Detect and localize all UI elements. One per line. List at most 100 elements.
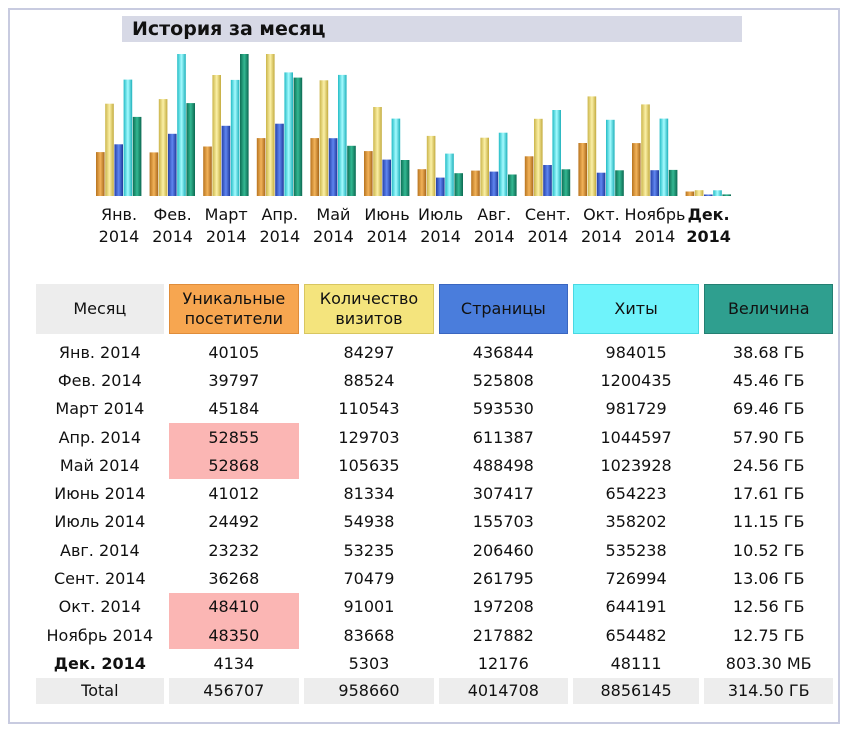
cell-hits: 358202 bbox=[605, 512, 667, 532]
x-tick-label: 2014 bbox=[581, 227, 622, 246]
bar-4-7 bbox=[508, 174, 517, 196]
cell-month: Янв. 2014 bbox=[58, 342, 141, 362]
cell-month: Фев. 2014 bbox=[57, 370, 142, 390]
bar-2-4 bbox=[328, 138, 338, 196]
cell-hits: 981729 bbox=[605, 399, 667, 419]
table-total-row: Total 456707 958660 4014708 8856145 314.… bbox=[36, 677, 833, 704]
cell-visits: 53235 bbox=[343, 540, 395, 560]
bar-0-10 bbox=[632, 143, 641, 196]
cell-pages: 206460 bbox=[472, 540, 534, 560]
total-bandwidth: 314.50 ГБ bbox=[704, 677, 833, 704]
cell-pages: 525808 bbox=[472, 370, 534, 390]
cell-pages: 217882 bbox=[472, 625, 534, 645]
table-row: Июнь 2014 41012 81334 307417 654223 17.61 ГБ bbox=[36, 479, 833, 507]
table-row: Авг. 2014 23232 53235 206460 535238 10.52 ГБ bbox=[36, 536, 833, 564]
bar-3-7 bbox=[498, 132, 508, 196]
cell-pages: 261795 bbox=[472, 569, 534, 589]
bar-0-4 bbox=[310, 138, 319, 196]
bar-1-3 bbox=[266, 54, 275, 196]
cell-hits: 654223 bbox=[605, 484, 667, 504]
cell-hits: 535238 bbox=[605, 540, 667, 560]
cell-bandwidth: 12.75 ГБ bbox=[732, 625, 805, 645]
x-tick-label: 2014 bbox=[635, 227, 676, 246]
x-tick-label: 2014 bbox=[99, 227, 140, 246]
bar-1-9 bbox=[587, 96, 597, 196]
cell-visits: 81334 bbox=[343, 484, 395, 504]
bar-2-2 bbox=[221, 125, 231, 196]
x-tick-label: 2014 bbox=[152, 227, 193, 246]
cell-month: Март 2014 bbox=[55, 399, 145, 419]
cell-bandwidth: 10.52 ГБ bbox=[732, 540, 805, 560]
bar-0-0 bbox=[96, 152, 105, 196]
cell-hits: 48111 bbox=[610, 653, 662, 673]
monthly-stats-table: Месяц Уникальные посетители Количество в… bbox=[31, 284, 838, 704]
bar-0-7 bbox=[471, 170, 480, 196]
total-visitors: 456707 bbox=[168, 677, 299, 704]
bar-2-7 bbox=[489, 171, 499, 196]
cell-visits: 110543 bbox=[338, 399, 400, 419]
cell-visitors: 48410 bbox=[168, 592, 299, 621]
bar-3-3 bbox=[284, 72, 293, 196]
cell-visitors: 52855 bbox=[168, 422, 299, 452]
table-row: Ноябрь 2014 48350 83668 217882 654482 12.75 Г… bbox=[36, 620, 833, 650]
bar-4-6 bbox=[454, 173, 463, 196]
table-row: Март 2014 45184 110543 593530 981729 69.46 ГБ bbox=[36, 395, 833, 423]
bar-1-11 bbox=[694, 190, 704, 196]
bar-2-6 bbox=[436, 177, 445, 196]
cell-hits: 1044597 bbox=[600, 427, 672, 447]
bar-2-5 bbox=[382, 159, 391, 196]
x-tick-label: Май bbox=[316, 205, 350, 224]
bar-3-6 bbox=[445, 153, 454, 196]
table-row: Апр. 2014 52855 129703 611387 1044597 57.90 Г… bbox=[36, 422, 833, 452]
cell-visits: 91001 bbox=[343, 597, 395, 617]
bar-4-4 bbox=[347, 145, 356, 196]
total-hits: 8856145 bbox=[572, 677, 700, 704]
bar-3-1 bbox=[177, 54, 186, 196]
cell-hits: 726994 bbox=[605, 569, 667, 589]
bar-4-9 bbox=[615, 170, 624, 196]
header-pages: Страницы bbox=[438, 284, 568, 334]
stats-table-wrapper: Месяц Уникальные посетители Количество в… bbox=[36, 284, 838, 704]
bar-1-1 bbox=[158, 99, 168, 196]
x-tick-label: Март bbox=[205, 205, 248, 224]
x-tick-label: 2014 bbox=[474, 227, 515, 246]
x-tick-label: Июль bbox=[418, 205, 463, 224]
bar-1-2 bbox=[212, 75, 221, 196]
header-bandwidth: Величина bbox=[704, 284, 833, 334]
cell-visits: 5303 bbox=[348, 653, 390, 673]
bar-3-11 bbox=[713, 190, 722, 196]
x-tick-label: Дек. bbox=[688, 205, 730, 224]
bar-0-9 bbox=[578, 143, 587, 196]
cell-pages: 436844 bbox=[472, 342, 534, 362]
bar-0-8 bbox=[524, 156, 534, 196]
table-row: Сент. 2014 36268 70479 261795 726994 13.06 ГБ bbox=[36, 564, 833, 592]
header-unique-visitors: Уникальные посетители bbox=[168, 284, 299, 334]
bar-1-7 bbox=[480, 137, 489, 196]
x-tick-label: 2014 bbox=[686, 227, 731, 246]
cell-pages: 611387 bbox=[472, 427, 534, 447]
cell-pages: 12176 bbox=[477, 653, 529, 673]
x-tick-label: Ноябрь bbox=[625, 205, 686, 224]
bar-3-0 bbox=[123, 79, 133, 196]
cell-visitors: 39797 bbox=[208, 370, 260, 390]
cell-month: Июнь 2014 bbox=[54, 484, 146, 504]
cell-visits: 129703 bbox=[338, 427, 400, 447]
total-visits: 958660 bbox=[303, 677, 434, 704]
bar-2-9 bbox=[596, 172, 606, 196]
cell-bandwidth: 11.15 ГБ bbox=[732, 512, 805, 532]
x-tick-label: 2014 bbox=[206, 227, 247, 246]
cell-hits: 1200435 bbox=[600, 370, 672, 390]
bar-3-2 bbox=[230, 79, 240, 196]
cell-visits: 54938 bbox=[343, 512, 395, 532]
bar-0-2 bbox=[203, 146, 212, 196]
bar-4-5 bbox=[400, 160, 410, 196]
cell-visitors: 41012 bbox=[208, 484, 260, 504]
cell-hits: 1023928 bbox=[600, 455, 672, 475]
bar-2-11 bbox=[704, 194, 713, 196]
cell-bandwidth: 24.56 ГБ bbox=[732, 455, 805, 475]
cell-month: Июль 2014 bbox=[54, 512, 146, 532]
x-tick-label: 2014 bbox=[367, 227, 408, 246]
cell-visits: 83668 bbox=[343, 625, 395, 645]
x-tick-label: Сент. bbox=[525, 205, 571, 224]
panel-frame: История за месяц Янв. 2014 Фев. 2014 Март 201… bbox=[8, 8, 840, 724]
